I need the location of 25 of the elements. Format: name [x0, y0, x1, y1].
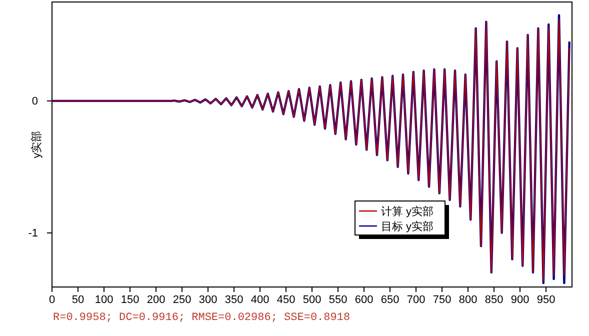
x-tick-label: 650: [380, 294, 400, 306]
x-tick-label: 700: [406, 294, 426, 306]
x-tick-label: 900: [510, 294, 530, 306]
x-tick-label: 350: [224, 294, 244, 306]
x-tick-label: 750: [432, 294, 452, 306]
x-tick-label: 550: [328, 294, 348, 306]
x-tick-label: 450: [276, 294, 296, 306]
x-tick-label: 250: [172, 294, 192, 306]
legend-label: 计算 y实部: [381, 205, 434, 218]
x-tick-label: 950: [536, 294, 556, 306]
x-tick-label: 300: [198, 294, 218, 306]
y-axis-title: y实部: [30, 130, 43, 158]
x-tick-label: 400: [250, 294, 270, 306]
y-tick-label: -1: [28, 227, 38, 240]
x-tick-label: 850: [484, 294, 504, 306]
x-tick-label: 800: [458, 294, 478, 306]
x-tick-label: 100: [94, 294, 114, 306]
x-tick-label: 150: [120, 294, 140, 306]
x-tick-label: 600: [354, 294, 374, 306]
x-tick-label: 50: [72, 294, 84, 306]
x-tick-label: 200: [146, 294, 166, 306]
legend-label: 目标 y实部: [381, 220, 434, 233]
x-tick-label: 0: [48, 294, 56, 306]
text: R=0.9958; DC=0.9916; RMSE=0.02986; SSE=0.8918: [53, 312, 350, 324]
x-tick-label: 500: [302, 294, 322, 306]
